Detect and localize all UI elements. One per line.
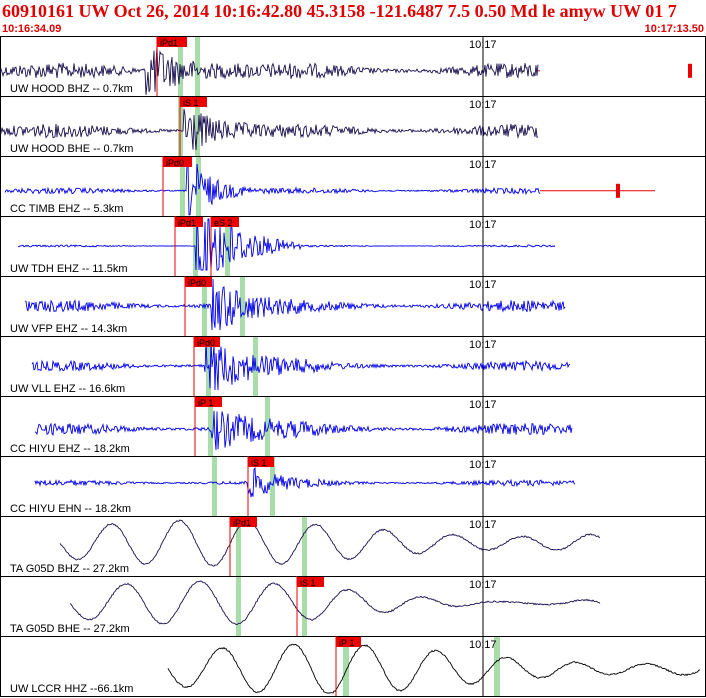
time-window-marker bbox=[240, 277, 245, 336]
pick-flag[interactable] bbox=[194, 337, 220, 347]
pick-flag[interactable] bbox=[180, 97, 207, 107]
station-label: UW LCCR HHZ --66.1km bbox=[10, 683, 133, 695]
seismogram-trace bbox=[31, 338, 571, 391]
pick-label: iP 1 bbox=[339, 638, 354, 648]
time-window-marker bbox=[236, 577, 241, 636]
time-window-marker bbox=[225, 217, 230, 276]
seismogram-trace bbox=[59, 519, 601, 567]
pick-label: iPd0 bbox=[188, 278, 206, 288]
event-title: 60910161 UW Oct 26, 2014 10:16:42.80 45.… bbox=[2, 1, 677, 21]
time-window-marker bbox=[193, 217, 198, 276]
pick-flag[interactable] bbox=[211, 217, 239, 227]
time-tick-label: 10:17 bbox=[469, 639, 497, 651]
time-window-marker bbox=[302, 517, 307, 576]
time-tick-label: 10:17 bbox=[469, 279, 497, 291]
pick-label: iS 1 bbox=[251, 458, 267, 468]
pick-label: iPd0 bbox=[197, 338, 215, 348]
station-label: CC HIYU EHN -- 18.2km bbox=[10, 503, 131, 515]
pick-label: iPd1 bbox=[233, 518, 251, 528]
station-label: TA G05D BHE -- 27.2km bbox=[10, 623, 130, 635]
pick-label: iPd1 bbox=[178, 218, 196, 228]
station-label: UW VLL EHZ -- 16.6km bbox=[10, 383, 125, 395]
pick-label: iPd0 bbox=[166, 158, 184, 168]
pick-flag[interactable] bbox=[175, 217, 203, 227]
pick-flag[interactable] bbox=[336, 637, 361, 647]
station-label: TA G05D BHZ -- 27.2km bbox=[10, 563, 129, 575]
station-label: UW VFP EHZ -- 14.3km bbox=[10, 323, 127, 335]
time-window-marker bbox=[208, 397, 213, 456]
pick-flag[interactable] bbox=[297, 577, 324, 587]
pick-flag[interactable] bbox=[185, 277, 212, 287]
station-label: CC HIYU EHZ -- 18.2km bbox=[10, 443, 130, 455]
end-time: 10:17:13.50 bbox=[644, 23, 704, 35]
time-tick-label: 10:17 bbox=[469, 519, 497, 531]
time-window-marker bbox=[212, 457, 217, 516]
seismogram-trace bbox=[0, 108, 539, 151]
seismogram-trace bbox=[34, 466, 576, 498]
time-window-marker bbox=[270, 457, 275, 516]
pick-label: eS 2 bbox=[214, 218, 233, 228]
seismogram-trace bbox=[34, 410, 573, 451]
amplitude-marker bbox=[616, 183, 620, 198]
pick-flag[interactable] bbox=[230, 517, 257, 527]
station-label: CC TIMB EHZ -- 5.3km bbox=[10, 203, 123, 215]
pick-flag[interactable] bbox=[157, 37, 187, 47]
pick-flag[interactable] bbox=[248, 457, 274, 467]
pick-label: iS 1 bbox=[183, 98, 199, 108]
time-window-marker bbox=[195, 97, 200, 156]
pick-flag[interactable] bbox=[195, 397, 222, 407]
station-label: UW TDH EHZ -- 11.5km bbox=[10, 263, 128, 275]
time-tick-label: 10:17 bbox=[469, 219, 497, 231]
amplitude-marker bbox=[688, 63, 692, 78]
seismogram-trace bbox=[69, 580, 601, 626]
time-window-marker bbox=[494, 637, 500, 696]
time-tick-label: 10:17 bbox=[469, 579, 497, 591]
time-tick-label: 10:17 bbox=[469, 159, 497, 171]
time-tick-label: 10:17 bbox=[469, 399, 497, 411]
pick-label: iS 1 bbox=[300, 578, 316, 588]
seismogram-trace bbox=[0, 45, 539, 95]
time-tick-label: 10:17 bbox=[469, 99, 497, 111]
pick-label: iP 1 bbox=[198, 398, 213, 408]
seismogram-trace bbox=[4, 163, 541, 216]
time-tick-label: 10:17 bbox=[469, 339, 497, 351]
pick-flag[interactable] bbox=[163, 157, 192, 167]
pick-label: iPd1 bbox=[160, 38, 178, 48]
waveform-panel[interactable]: 10:17 iPd1 UW HOOD BHZ -- 0.7km 10:17 iS 1 UW… bbox=[0, 36, 706, 698]
seismogram-trace bbox=[24, 278, 566, 331]
time-window-marker bbox=[265, 397, 270, 456]
time-tick-label: 10:17 bbox=[469, 39, 497, 51]
seismogram-trace bbox=[17, 218, 556, 271]
seismogram-trace bbox=[167, 643, 701, 694]
header-bar: 60910161 UW Oct 26, 2014 10:16:42.80 45.… bbox=[0, 0, 706, 36]
time-window-marker bbox=[302, 577, 307, 636]
time-tick-label: 10:17 bbox=[469, 459, 497, 471]
time-window-marker bbox=[180, 157, 185, 216]
time-window-marker bbox=[343, 637, 349, 696]
start-time: 10:16:34.09 bbox=[2, 23, 62, 35]
time-window-marker bbox=[195, 37, 200, 96]
station-label: UW HOOD BHZ -- 0.7km bbox=[10, 83, 133, 95]
station-label: UW HOOD BHE -- 0.7km bbox=[10, 143, 133, 155]
time-window-marker bbox=[236, 517, 241, 576]
